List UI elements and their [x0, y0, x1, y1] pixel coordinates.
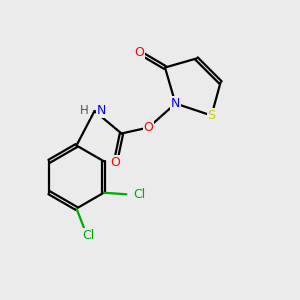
Text: H: H	[80, 104, 89, 118]
Text: Cl: Cl	[133, 188, 145, 201]
Text: S: S	[208, 109, 215, 122]
Text: O: O	[144, 121, 153, 134]
Text: N: N	[171, 97, 180, 110]
Text: Cl: Cl	[82, 229, 94, 242]
Text: O: O	[111, 155, 120, 169]
Text: N: N	[97, 104, 106, 118]
Text: O: O	[135, 46, 144, 59]
